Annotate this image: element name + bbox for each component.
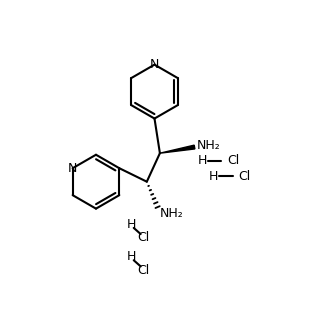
Polygon shape — [160, 145, 195, 153]
Text: NH₂: NH₂ — [160, 207, 184, 220]
Text: Cl: Cl — [137, 264, 149, 277]
Text: N: N — [150, 58, 159, 71]
Text: NH₂: NH₂ — [197, 139, 221, 152]
Text: Cl: Cl — [238, 170, 251, 183]
Text: H: H — [197, 154, 207, 167]
Text: H: H — [127, 250, 136, 263]
Text: Cl: Cl — [137, 232, 149, 244]
Text: Cl: Cl — [227, 154, 239, 167]
Text: H: H — [209, 170, 218, 183]
Text: N: N — [68, 162, 77, 175]
Text: H: H — [127, 217, 136, 231]
